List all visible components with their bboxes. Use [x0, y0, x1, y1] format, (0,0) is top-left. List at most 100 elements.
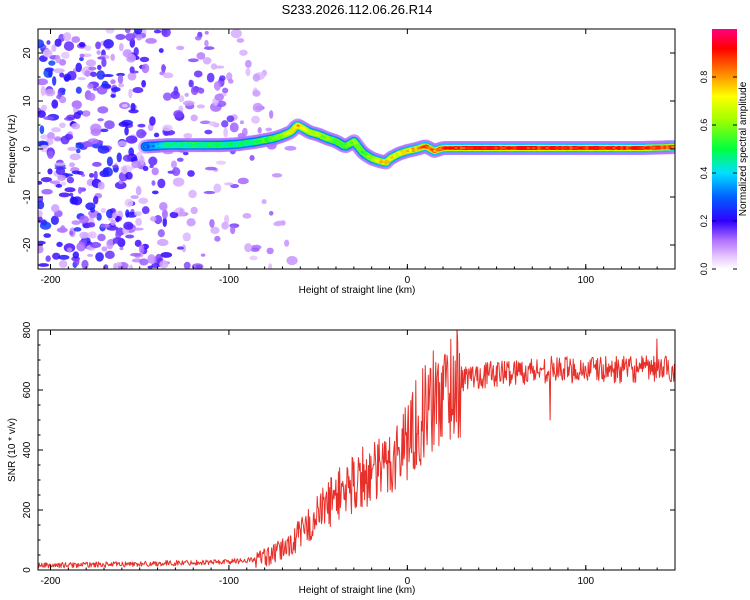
noise-blob [132, 87, 144, 94]
colorbar-ticks: 0.0 0.2 0.4 0.6 0.8 [699, 71, 737, 275]
noise-blob [239, 120, 245, 125]
noise-blob [214, 235, 221, 242]
noise-blob [79, 231, 90, 239]
noise-blob [51, 99, 59, 109]
noise-blob [58, 192, 71, 198]
noise-blob [69, 230, 74, 236]
noise-blob [257, 127, 262, 134]
spectrogram-y-tick-label: 0 [22, 146, 33, 152]
noise-blob [229, 122, 239, 133]
noise-blob [95, 252, 104, 262]
noise-blob [136, 128, 147, 139]
snr-x-tick-label: 100 [577, 576, 594, 587]
noise-blob [103, 264, 109, 269]
noise-blob [87, 222, 96, 228]
noise-blob [137, 123, 146, 128]
noise-blob [169, 211, 179, 219]
noise-blob [210, 63, 218, 70]
noise-blob [89, 214, 98, 218]
noise-blob [172, 177, 185, 187]
noise-blob [104, 120, 115, 130]
noise-blob [111, 164, 118, 168]
noise-blob [219, 75, 226, 82]
noise-blob [215, 160, 227, 165]
noise-blob [251, 115, 260, 124]
noise-blob [106, 208, 114, 219]
noise-blob [194, 35, 202, 41]
noise-blob [213, 81, 221, 91]
spectrogram-x-tick-label: -200 [40, 275, 60, 286]
noise-blob [110, 93, 116, 98]
noise-blob [56, 241, 63, 248]
colorbar-tick-label: 0.2 [699, 215, 709, 228]
noise-blob [47, 168, 53, 175]
noise-blob [71, 170, 81, 175]
noise-blob [199, 120, 212, 125]
noise-blob [163, 129, 176, 136]
noise-blob [158, 48, 164, 53]
noise-blob [66, 176, 75, 184]
noise-blob [105, 29, 115, 34]
snr-y-tick-label: 0 [22, 567, 33, 573]
noise-blob [114, 181, 127, 190]
noise-blob [147, 265, 153, 269]
noise-blob [65, 173, 74, 177]
noise-blob [236, 38, 245, 43]
noise-blob [244, 59, 252, 68]
noise-blob [124, 198, 134, 207]
noise-blob [75, 62, 83, 73]
noise-blob [204, 129, 213, 135]
noise-blob [252, 73, 261, 82]
noise-blob [48, 69, 53, 78]
noise-blob [157, 178, 166, 189]
noise-blob [87, 92, 96, 102]
colorbar: 0.0 0.2 0.4 0.6 0.8 Normalized spectral ampl… [699, 29, 749, 275]
snr-y-ticks: 0 200 400 600 800 [22, 321, 675, 573]
noise-blob [115, 230, 122, 239]
spectrogram-x-tick-label: 0 [405, 275, 411, 286]
noise-blob [252, 102, 263, 113]
spectrogram-y-tick-label: 10 [22, 95, 33, 107]
noise-blob [252, 90, 261, 97]
noise-blob [139, 155, 145, 166]
noise-blob [63, 41, 75, 51]
noise-blob [69, 153, 81, 161]
spectrogram-xlabel: Height of straight line (km) [299, 285, 416, 296]
noise-blob [58, 260, 68, 268]
noise-blob [111, 87, 121, 92]
noise-blob [63, 73, 72, 81]
noise-blob [284, 239, 290, 247]
noise-blob [81, 110, 91, 117]
snr-y-tick-label: 200 [22, 501, 33, 518]
spectrogram-noise [38, 29, 298, 269]
noise-blob [43, 116, 55, 121]
noise-blob [182, 100, 195, 106]
noise-blob [129, 70, 139, 74]
noise-blob [136, 34, 143, 41]
noise-blob [189, 79, 194, 88]
noise-blob [230, 29, 242, 39]
snr-x-tick-label: 0 [405, 576, 411, 587]
snr-x-tick-label: -100 [219, 576, 239, 587]
noise-blob [43, 233, 52, 238]
noise-blob [66, 114, 76, 121]
noise-blob [38, 180, 43, 185]
noise-blob [131, 160, 142, 169]
spectrogram-x-tick-label: 100 [577, 275, 594, 286]
noise-blob [38, 263, 50, 267]
noise-blob [249, 255, 258, 261]
noise-blob [214, 93, 224, 101]
noise-blob [190, 114, 198, 122]
noise-blob [92, 195, 99, 205]
noise-blob [128, 264, 134, 269]
noise-blob [90, 71, 97, 77]
noise-blob [39, 125, 45, 135]
noise-blob [187, 170, 195, 177]
noise-blob [55, 167, 66, 175]
noise-blob [223, 127, 228, 138]
noise-blob [78, 41, 86, 48]
noise-blob [208, 121, 217, 126]
noise-blob [196, 52, 206, 60]
noise-blob [130, 102, 136, 112]
snr-series-line [38, 330, 675, 569]
